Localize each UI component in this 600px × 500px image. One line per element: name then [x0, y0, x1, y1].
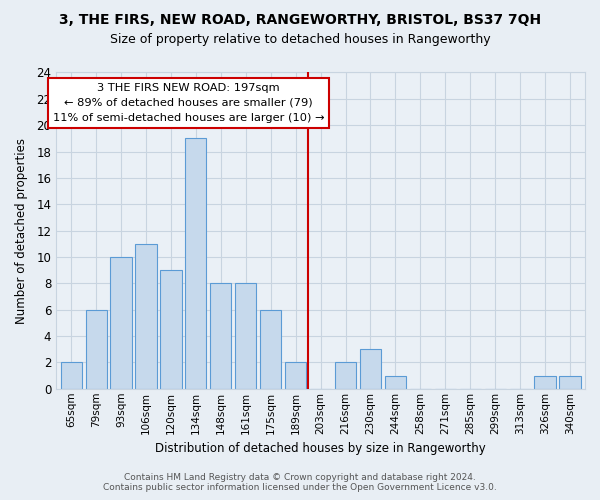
Text: 3 THE FIRS NEW ROAD: 197sqm
← 89% of detached houses are smaller (79)
11% of sem: 3 THE FIRS NEW ROAD: 197sqm ← 89% of det…	[53, 83, 324, 122]
Bar	[535, 376, 556, 389]
Bar	[385, 376, 406, 389]
Bar	[559, 376, 581, 389]
Bar	[285, 362, 306, 389]
Text: 3, THE FIRS, NEW ROAD, RANGEWORTHY, BRISTOL, BS37 7QH: 3, THE FIRS, NEW ROAD, RANGEWORTHY, BRIS…	[59, 12, 541, 26]
X-axis label: Distribution of detached houses by size in Rangeworthy: Distribution of detached houses by size …	[155, 442, 486, 455]
Bar	[61, 362, 82, 389]
Bar	[110, 257, 131, 389]
Text: Size of property relative to detached houses in Rangeworthy: Size of property relative to detached ho…	[110, 32, 490, 46]
Bar	[160, 270, 182, 389]
Text: Contains HM Land Registry data © Crown copyright and database right 2024.
Contai: Contains HM Land Registry data © Crown c…	[103, 473, 497, 492]
Bar	[136, 244, 157, 389]
Bar	[360, 349, 381, 389]
Bar	[235, 284, 256, 389]
Bar	[335, 362, 356, 389]
Bar	[86, 310, 107, 389]
Bar	[185, 138, 206, 389]
Bar	[210, 284, 232, 389]
Bar	[260, 310, 281, 389]
Y-axis label: Number of detached properties: Number of detached properties	[15, 138, 28, 324]
